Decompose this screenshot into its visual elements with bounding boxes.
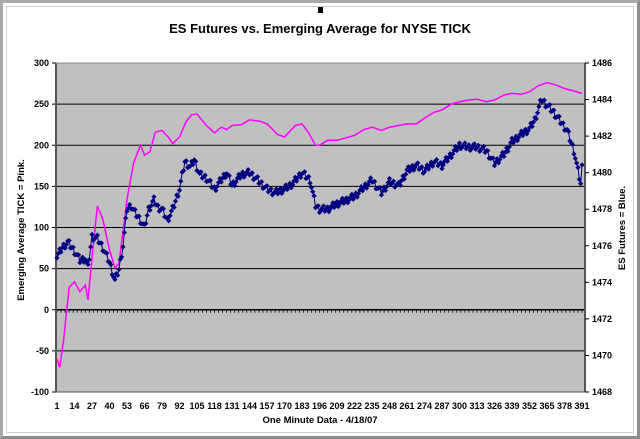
svg-text:79: 79 (157, 401, 167, 411)
svg-text:183: 183 (294, 401, 309, 411)
svg-text:1474: 1474 (592, 277, 612, 287)
svg-text:66: 66 (139, 401, 149, 411)
svg-text:1470: 1470 (592, 350, 612, 360)
svg-text:326: 326 (487, 401, 502, 411)
svg-text:1: 1 (54, 401, 59, 411)
svg-text:0: 0 (44, 305, 49, 315)
chart-title: ES Futures vs. Emerging Average for NYSE… (169, 21, 471, 36)
svg-text:200: 200 (34, 140, 49, 150)
svg-text:222: 222 (347, 401, 362, 411)
right-axis-title: ES Futures = Blue. (617, 186, 628, 270)
svg-text:1480: 1480 (592, 168, 612, 178)
svg-text:391: 391 (574, 401, 589, 411)
svg-text:1486: 1486 (592, 58, 612, 68)
svg-text:50: 50 (39, 264, 49, 274)
svg-text:-100: -100 (31, 387, 49, 397)
svg-text:378: 378 (557, 401, 572, 411)
left-axis-title: Emerging Average TICK = Pink. (16, 159, 27, 301)
svg-text:313: 313 (469, 401, 484, 411)
svg-text:118: 118 (207, 401, 222, 411)
svg-text:248: 248 (382, 401, 397, 411)
svg-text:1478: 1478 (592, 204, 612, 214)
svg-text:131: 131 (224, 401, 239, 411)
svg-text:157: 157 (259, 401, 274, 411)
svg-text:14: 14 (69, 401, 79, 411)
svg-text:287: 287 (434, 401, 449, 411)
svg-text:1472: 1472 (592, 314, 612, 324)
svg-text:209: 209 (329, 401, 344, 411)
svg-text:150: 150 (34, 181, 49, 191)
svg-text:339: 339 (504, 401, 519, 411)
es-futures-markers (54, 97, 585, 283)
svg-text:300: 300 (452, 401, 467, 411)
svg-text:352: 352 (522, 401, 537, 411)
svg-text:300: 300 (34, 58, 49, 68)
x-axis (56, 309, 585, 393)
svg-text:1476: 1476 (592, 241, 612, 251)
selection-handle[interactable] (318, 7, 323, 13)
svg-text:-50: -50 (36, 346, 49, 356)
svg-text:1468: 1468 (592, 387, 612, 397)
svg-text:100: 100 (34, 223, 49, 233)
x-tick-labels: 1 14 27 40 53 66 79 92 105 118 131 144 157 170 183 196 2… (54, 401, 589, 411)
svg-text:170: 170 (277, 401, 292, 411)
svg-text:235: 235 (364, 401, 379, 411)
svg-text:144: 144 (242, 401, 257, 411)
svg-text:53: 53 (122, 401, 132, 411)
x-axis-title: One Minute Data - 4/18/07 (262, 415, 377, 426)
svg-text:40: 40 (104, 401, 114, 411)
svg-text:261: 261 (399, 401, 414, 411)
svg-text:250: 250 (34, 99, 49, 109)
svg-text:1484: 1484 (592, 95, 612, 105)
left-y-axis: 300 250 200 150 100 50 0 -50 -100 (31, 58, 585, 397)
svg-text:27: 27 (87, 401, 97, 411)
series-emerging-average-tick (56, 81, 583, 368)
svg-text:196: 196 (312, 401, 327, 411)
right-y-axis: 1486 1484 1482 1480 1478 1476 1474 1472 1470 1468 (584, 58, 612, 397)
chart-frame-inner (6, 6, 634, 433)
svg-text:274: 274 (417, 401, 432, 411)
svg-text:1482: 1482 (592, 131, 612, 141)
svg-text:365: 365 (539, 401, 554, 411)
svg-text:92: 92 (174, 401, 184, 411)
svg-text:105: 105 (189, 401, 204, 411)
